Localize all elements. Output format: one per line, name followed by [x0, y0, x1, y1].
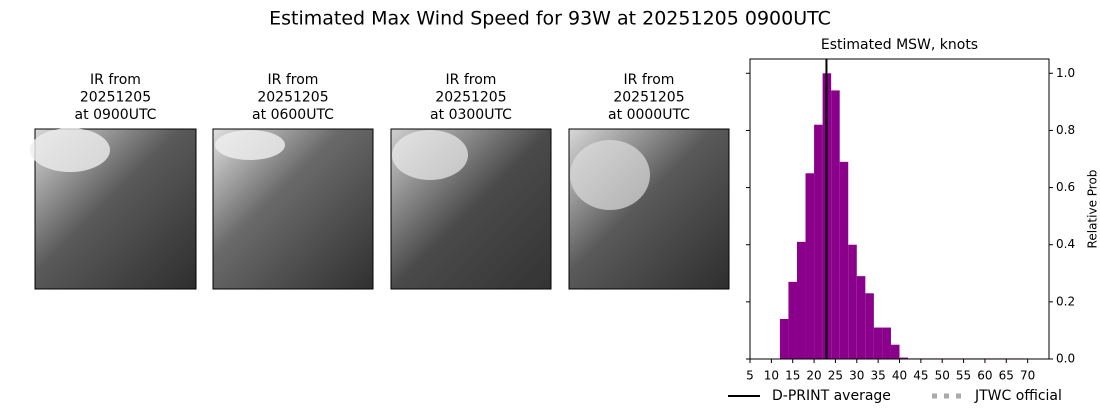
bar	[839, 161, 849, 359]
x-tick-label: 5	[746, 369, 754, 383]
x-tick-label: 40	[892, 369, 907, 383]
bar	[899, 357, 909, 359]
x-tick-label: 20	[806, 369, 821, 383]
figure-title: Estimated Max Wind Speed for 93W at 2025…	[269, 8, 831, 30]
bar	[805, 173, 815, 359]
bar	[788, 281, 797, 359]
x-tick-label: 10	[764, 369, 779, 383]
panel-title: at 0900UTC	[75, 107, 157, 123]
bar	[814, 124, 823, 359]
y-tick-label: 1.0	[1056, 66, 1075, 80]
panel-title: IR from	[90, 72, 141, 88]
bar	[882, 327, 891, 359]
bar	[831, 90, 840, 359]
x-tick-label: 45	[913, 369, 928, 383]
panel-title: 20251205	[435, 90, 506, 106]
x-tick-label: 65	[999, 369, 1014, 383]
bar	[796, 241, 806, 359]
y-tick-label: 0.2	[1056, 294, 1075, 308]
panel-title: IR from	[268, 72, 319, 88]
panel-title: at 0600UTC	[252, 107, 334, 123]
panel-title: at 0300UTC	[430, 107, 512, 123]
panel-title: 20251205	[80, 90, 151, 106]
bar	[873, 327, 883, 359]
bar	[779, 319, 789, 359]
panel-title: IR from	[446, 72, 497, 88]
x-tick-label: 35	[871, 369, 886, 383]
panel-title: at 0000UTC	[608, 107, 690, 123]
bar	[856, 276, 866, 359]
y-tick-label: 0.0	[1056, 352, 1075, 366]
x-tick-label: 25	[828, 369, 843, 383]
x-tick-label: 70	[1020, 369, 1035, 383]
x-tick-label: 50	[935, 369, 950, 383]
bar	[865, 293, 874, 359]
panel-title: IR from	[624, 72, 675, 88]
legend-label: JTWC official	[974, 388, 1062, 404]
y-tick-label: 0.6	[1056, 180, 1075, 194]
x-tick-label: 55	[956, 369, 971, 383]
bar	[848, 244, 857, 359]
y-tick-label: 0.8	[1056, 123, 1075, 137]
x-tick-label: 60	[977, 369, 992, 383]
legend-label: D-PRINT average	[772, 388, 891, 404]
bar	[890, 344, 900, 359]
x-tick-label: 30	[849, 369, 864, 383]
x-tick-label: 15	[785, 369, 800, 383]
y-axis-label: Relative Prob	[1086, 170, 1100, 249]
panel-title: 20251205	[257, 90, 328, 106]
y-tick-label: 0.4	[1056, 237, 1075, 251]
ir-images	[30, 128, 730, 290]
panel-title: 20251205	[613, 90, 684, 106]
chart-title: Estimated MSW, knots	[821, 37, 978, 53]
